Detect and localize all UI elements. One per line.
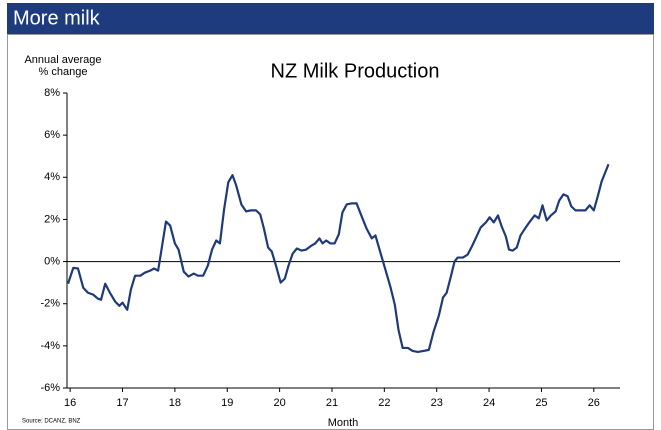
x-tick-label: 19 <box>221 397 233 409</box>
y-tick-label: 2% <box>44 213 60 225</box>
y-tick-label: -4% <box>40 340 60 352</box>
chart-title: NZ Milk Production <box>271 60 440 82</box>
y-tick-label: 8% <box>44 87 60 99</box>
series-line <box>67 163 610 354</box>
x-tick-label: 26 <box>588 397 600 409</box>
x-tick-label: 23 <box>431 397 443 409</box>
source: Source: DCANZ, BNZ <box>22 419 81 425</box>
x-tick-label: 18 <box>169 397 181 409</box>
y-tick-label: -2% <box>40 298 60 310</box>
x-tick-label: 20 <box>273 397 285 409</box>
header-bar <box>7 3 654 34</box>
x-tick-label: 16 <box>64 397 76 409</box>
x-tick-label: 22 <box>378 397 390 409</box>
x-tick-label: 25 <box>535 397 547 409</box>
y-tick-label: 0% <box>44 255 60 267</box>
x-tick-label: 24 <box>483 397 495 409</box>
y-axis-label: Annual average% change <box>24 54 101 78</box>
x-tick-label: 17 <box>116 397 128 409</box>
y-tick-label: -6% <box>40 382 60 394</box>
y-tick-label: 4% <box>44 171 60 183</box>
header-title: More milk <box>13 7 101 29</box>
x-axis-label: Month <box>328 417 359 429</box>
y-tick-label: 6% <box>44 129 60 141</box>
x-tick-label: 21 <box>326 397 338 409</box>
